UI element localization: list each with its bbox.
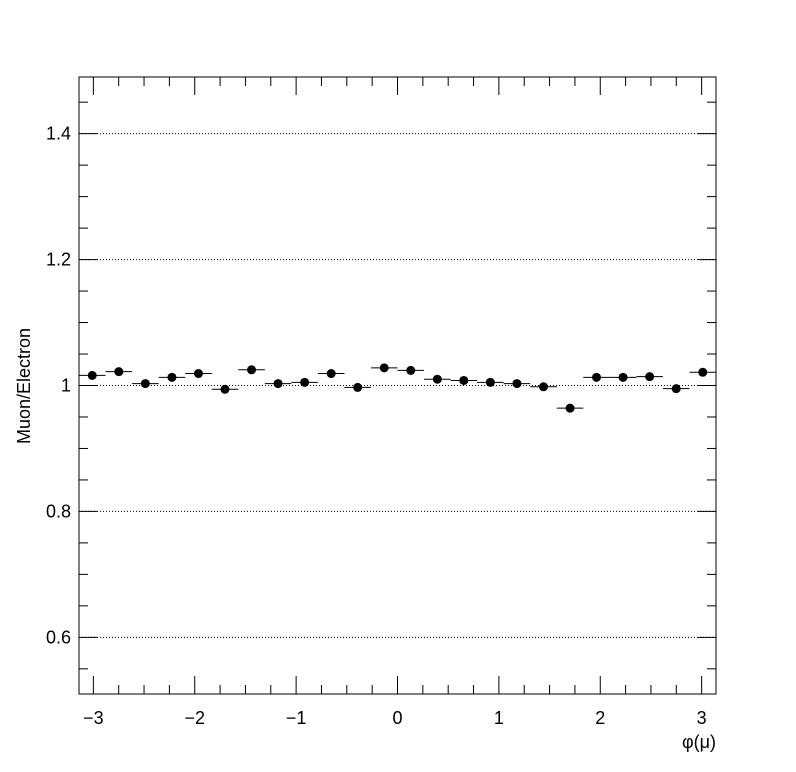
data-point — [114, 367, 124, 377]
x-tick-label: 1 — [494, 708, 504, 728]
data-point — [565, 403, 575, 413]
data-point — [193, 369, 203, 379]
x-tick-label: −1 — [286, 708, 307, 728]
y-tick-label: 1.4 — [46, 124, 71, 144]
x-tick-label: 3 — [697, 708, 707, 728]
data-point — [300, 377, 310, 387]
data-point — [592, 372, 602, 382]
data-point — [406, 365, 416, 375]
data-point — [379, 363, 389, 373]
y-tick-label: 0.6 — [46, 627, 71, 647]
data-point — [618, 372, 628, 382]
y-tick-label: 1.2 — [46, 250, 71, 270]
x-tick-label: −2 — [184, 708, 205, 728]
data-point — [459, 375, 469, 385]
data-point — [538, 382, 548, 392]
x-tick-label: −3 — [83, 708, 104, 728]
x-tick-label: 0 — [392, 708, 402, 728]
x-tick-label: 2 — [595, 708, 605, 728]
y-axis-label: Muon/Electron — [14, 328, 34, 444]
data-point — [87, 370, 97, 380]
data-point — [326, 369, 336, 379]
data-point — [671, 384, 681, 394]
data-point — [645, 372, 655, 382]
data-point — [698, 367, 708, 377]
data-point — [353, 382, 363, 392]
data-point — [167, 372, 177, 382]
data-point — [485, 377, 495, 387]
data-point — [273, 379, 283, 389]
data-point — [512, 379, 522, 389]
y-tick-label: 1 — [61, 376, 71, 396]
x-axis-label: φ(μ) — [682, 732, 716, 752]
data-point — [220, 384, 230, 394]
data-point — [432, 374, 442, 384]
data-point — [247, 365, 257, 375]
y-tick-label: 0.8 — [46, 501, 71, 521]
data-point — [140, 379, 150, 389]
